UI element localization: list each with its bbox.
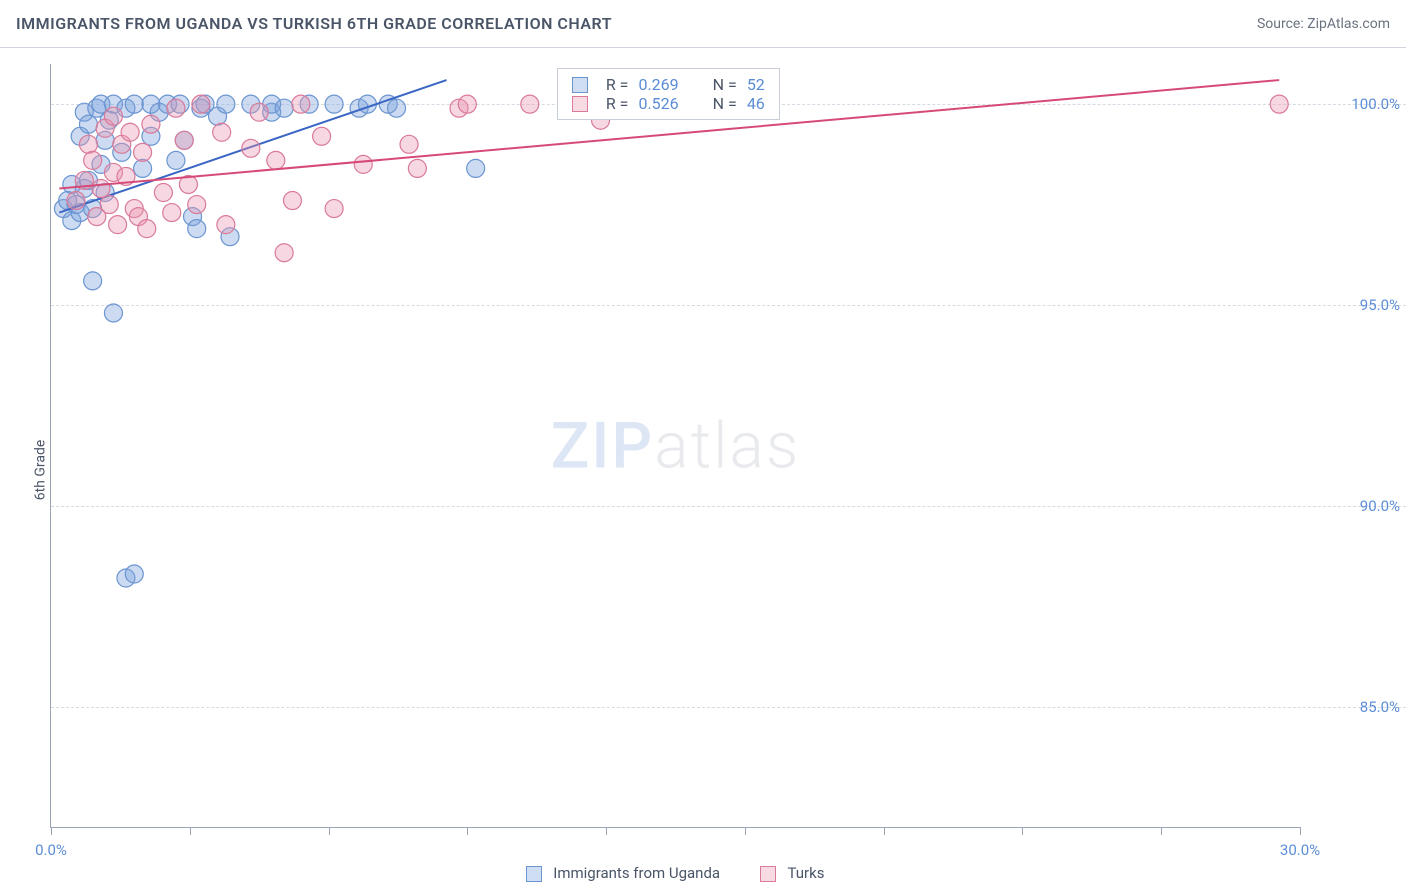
data-point-turks <box>100 196 118 214</box>
stats-legend: R = 0.269 N = 52 R = 0.526 N = 46 <box>557 68 780 120</box>
data-point-turks <box>84 151 102 169</box>
x-tick <box>51 827 52 835</box>
y-tick-label: 85.0% <box>1310 698 1400 716</box>
data-point-uganda <box>217 95 235 113</box>
data-point-turks <box>267 151 285 169</box>
data-point-turks <box>292 95 310 113</box>
source-attribution: Source: ZipAtlas.com <box>1257 16 1390 32</box>
x-tick-label: 0.0% <box>35 841 67 859</box>
x-tick-label: 30.0% <box>1280 841 1320 859</box>
data-point-turks <box>142 115 160 133</box>
legend-label: Immigrants from Uganda <box>553 864 720 882</box>
swatch-blue-icon <box>572 77 588 93</box>
scatter-plot: ZIPatlas 85.0%90.0%95.0%100.0%0.0%30.0%R… <box>50 64 1300 828</box>
y-tick-label: 95.0% <box>1310 296 1400 314</box>
data-point-uganda <box>388 99 406 117</box>
r-value: 0.269 <box>638 75 678 94</box>
data-point-uganda <box>104 304 122 322</box>
y-tick-label: 90.0% <box>1310 497 1400 515</box>
swatch-pink-icon <box>572 96 588 112</box>
data-point-uganda <box>79 115 97 133</box>
n-label: N = <box>713 75 737 94</box>
swatch-pink-icon <box>760 866 776 882</box>
x-tick <box>884 827 885 835</box>
stats-legend-row: R = 0.526 N = 46 <box>572 94 765 113</box>
legend-item-turks: Turks <box>760 864 824 882</box>
data-point-turks <box>175 131 193 149</box>
data-point-turks <box>134 143 152 161</box>
data-point-turks <box>188 196 206 214</box>
n-label: N = <box>713 94 737 113</box>
data-point-turks <box>79 135 97 153</box>
chart-container: IMMIGRANTS FROM UGANDA VS TURKISH 6TH GR… <box>0 0 1406 892</box>
data-point-turks <box>154 184 172 202</box>
data-point-turks <box>275 244 293 262</box>
data-point-turks <box>1270 95 1288 113</box>
x-tick <box>1161 827 1162 835</box>
data-point-uganda <box>125 565 143 583</box>
y-axis-label: 6th Grade <box>32 440 48 501</box>
legend-item-uganda: Immigrants from Uganda <box>526 864 721 882</box>
data-point-turks <box>400 135 418 153</box>
x-tick <box>606 827 607 835</box>
chart-header: IMMIGRANTS FROM UGANDA VS TURKISH 6TH GR… <box>0 0 1406 48</box>
x-tick <box>1022 827 1023 835</box>
data-point-turks <box>250 103 268 121</box>
data-point-turks <box>192 95 210 113</box>
x-tick <box>745 827 746 835</box>
data-point-uganda <box>467 159 485 177</box>
data-point-uganda <box>188 220 206 238</box>
x-tick <box>467 827 468 835</box>
data-point-turks <box>521 95 539 113</box>
data-point-uganda <box>134 159 152 177</box>
n-value: 46 <box>747 94 765 113</box>
legend-label: Turks <box>788 864 825 882</box>
data-point-uganda <box>167 151 185 169</box>
data-point-turks <box>167 99 185 117</box>
data-point-turks <box>121 123 139 141</box>
x-tick <box>329 827 330 835</box>
swatch-blue-icon <box>526 866 542 882</box>
data-point-turks <box>213 123 231 141</box>
data-point-turks <box>242 139 260 157</box>
stats-legend-row: R = 0.269 N = 52 <box>572 75 765 94</box>
r-label: R = <box>606 94 629 113</box>
data-point-turks <box>138 220 156 238</box>
data-point-uganda <box>84 272 102 290</box>
data-point-turks <box>67 192 85 210</box>
data-point-uganda <box>275 99 293 117</box>
legend-bottom: Immigrants from Uganda Turks <box>50 864 1300 882</box>
data-point-uganda <box>125 95 143 113</box>
data-point-uganda <box>325 95 343 113</box>
r-label: R = <box>606 75 629 94</box>
data-point-turks <box>109 216 127 234</box>
data-point-turks <box>92 179 110 197</box>
data-point-turks <box>408 159 426 177</box>
y-tick-label: 100.0% <box>1310 95 1400 113</box>
r-value: 0.526 <box>638 94 678 113</box>
x-tick <box>1300 827 1301 835</box>
chart-title: IMMIGRANTS FROM UGANDA VS TURKISH 6TH GR… <box>16 14 612 33</box>
data-point-turks <box>313 127 331 145</box>
data-point-turks <box>217 216 235 234</box>
x-tick <box>190 827 191 835</box>
data-point-turks <box>283 192 301 210</box>
plot-area-wrapper: 6th Grade ZIPatlas 85.0%90.0%95.0%100.0%… <box>0 48 1406 892</box>
chart-svg <box>51 64 1300 827</box>
data-point-turks <box>458 95 476 113</box>
data-point-turks <box>354 155 372 173</box>
data-point-turks <box>104 107 122 125</box>
data-point-turks <box>325 200 343 218</box>
data-point-turks <box>163 204 181 222</box>
n-value: 52 <box>747 75 765 94</box>
